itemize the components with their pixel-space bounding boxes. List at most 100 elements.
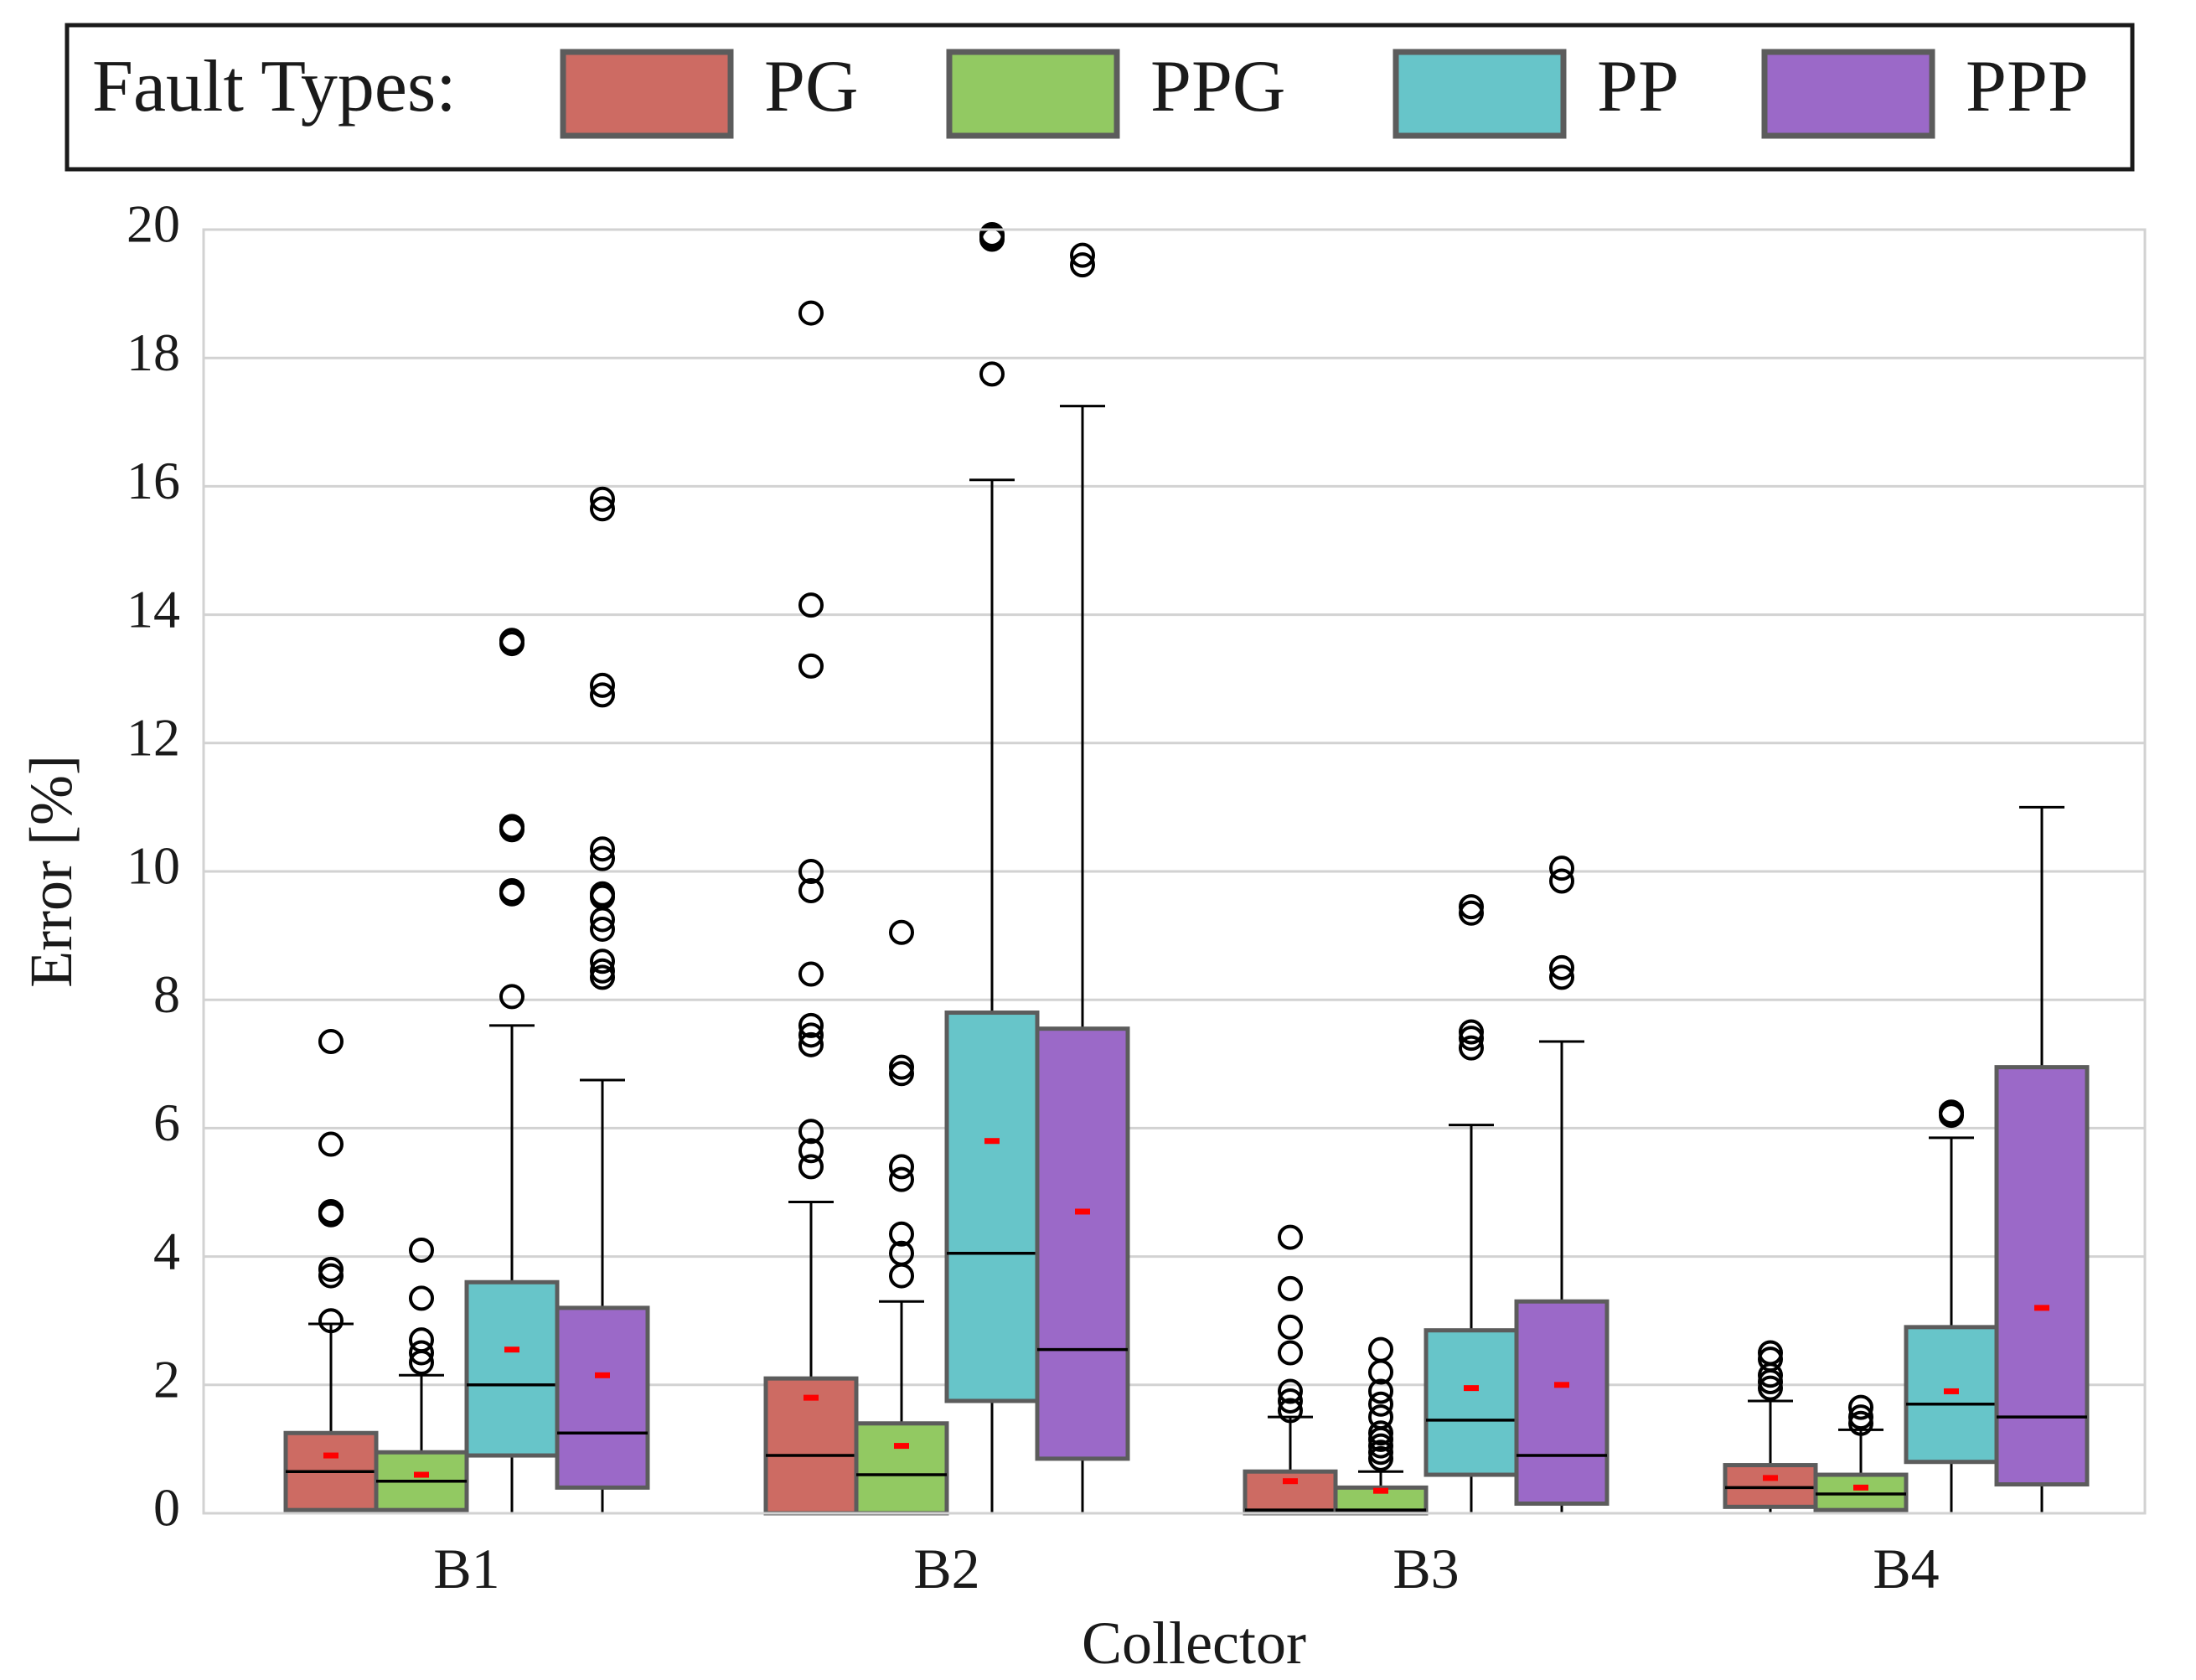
box-body: [854, 1421, 949, 1516]
mean-marker: [1283, 1478, 1298, 1485]
y-tick-label: 14: [127, 579, 180, 638]
outlier-point: [798, 1031, 824, 1057]
outlier-point: [1758, 1340, 1783, 1366]
outlier-point: [798, 1154, 824, 1180]
outlier-point: [1368, 1433, 1393, 1459]
outlier-point: [1549, 964, 1574, 990]
legend-label-ppp: PPP: [1966, 46, 2089, 127]
box-pp-b3: [1424, 894, 1519, 1515]
mean-marker: [984, 1138, 1000, 1145]
outlier-point: [798, 300, 824, 326]
outlier-point: [499, 628, 524, 654]
y-tick-label: 20: [127, 194, 180, 254]
box-body: [1994, 1065, 2090, 1487]
outlier-point: [318, 1028, 344, 1054]
series-ppp: [555, 242, 2090, 1515]
y-tick-label: 10: [127, 836, 180, 896]
series-ppg: [374, 919, 1909, 1516]
outlier-point: [499, 984, 524, 1010]
outlier-point: [1368, 1420, 1393, 1446]
outlier-point: [1368, 1336, 1393, 1362]
outlier-point: [590, 486, 615, 512]
outlier-point: [590, 916, 615, 942]
series-pg: [283, 300, 1818, 1516]
outlier-point: [1549, 868, 1574, 894]
y-axis-title: Error [%]: [18, 755, 85, 988]
mean-marker: [414, 1471, 429, 1478]
outlier-point: [590, 682, 615, 708]
outlier-point: [1278, 1388, 1303, 1414]
outlier-point: [318, 1263, 344, 1289]
outlier-point: [590, 949, 615, 974]
mean-marker: [2034, 1305, 2049, 1311]
outlier-point: [409, 1340, 434, 1366]
box-pg-b1: [283, 1028, 379, 1515]
mean-marker: [1373, 1487, 1388, 1494]
y-tick-label: 12: [127, 707, 180, 767]
series-pp: [464, 222, 1999, 1515]
outlier-point: [590, 845, 615, 871]
outlier-point: [590, 958, 615, 984]
outlier-point: [889, 1221, 914, 1247]
outlier-point: [409, 1327, 434, 1353]
outlier-point: [889, 919, 914, 945]
outlier-point: [590, 964, 615, 990]
outlier-point: [318, 1256, 344, 1282]
outlier-point: [798, 653, 824, 679]
outlier-point: [1070, 252, 1095, 278]
box-pg-b2: [763, 300, 859, 1516]
box-body: [1813, 1472, 1909, 1512]
outlier-point: [590, 496, 615, 522]
box-ppp-b4: [1994, 805, 2090, 1515]
outlier-point: [1848, 1410, 1873, 1436]
outlier-point: [318, 1308, 344, 1334]
x-tick-label: B3: [1393, 1537, 1459, 1600]
outlier-point: [1278, 1378, 1303, 1404]
box-body: [1035, 1026, 1130, 1461]
outlier-point: [499, 877, 524, 903]
outlier-point: [1939, 1099, 1964, 1125]
y-axis-ticks: 0 2 4 6 8 10 12 14 16 18 20: [127, 194, 180, 1538]
outlier-point: [1278, 1314, 1303, 1340]
outlier-point: [409, 1285, 434, 1311]
outlier-point: [889, 1240, 914, 1266]
mean-marker: [894, 1443, 909, 1450]
outlier-point: [1848, 1404, 1873, 1430]
x-tick-label: B1: [433, 1537, 499, 1600]
legend-swatch-pp: [1393, 49, 1567, 139]
outlier-point: [798, 877, 824, 903]
y-tick-label: 2: [153, 1349, 180, 1409]
outlier-point: [1459, 1019, 1484, 1045]
outlier-point: [1848, 1394, 1873, 1420]
plot-area: [202, 222, 2147, 1516]
mean-marker: [1554, 1382, 1569, 1388]
legend-swatch-pg: [560, 49, 734, 139]
outlier-point: [318, 1198, 344, 1224]
outlier-point: [409, 1237, 434, 1263]
box-ppp-b3: [1514, 856, 1610, 1515]
box-body: [555, 1305, 650, 1490]
outlier-point: [1368, 1440, 1393, 1465]
outlier-point: [979, 361, 1005, 387]
outlier-point: [1459, 900, 1484, 926]
legend-title: Fault Types:: [92, 46, 457, 127]
outlier-point: [1368, 1378, 1393, 1404]
outlier-point: [1459, 1026, 1484, 1052]
legend-swatch-ppg: [946, 49, 1120, 139]
box-body: [1424, 1328, 1519, 1477]
x-tick-label: B4: [1873, 1537, 1939, 1600]
mean-marker: [1075, 1208, 1090, 1215]
mean-marker: [803, 1394, 819, 1401]
box-pp-b1: [464, 628, 560, 1515]
box-ppp-b2: [1035, 242, 1130, 1515]
outlier-point: [1368, 1391, 1393, 1417]
mean-marker: [1464, 1385, 1479, 1392]
outlier-point: [1368, 1445, 1393, 1471]
outlier-point: [798, 961, 824, 987]
legend: Fault Types: PG PPG PP PPP: [65, 23, 2135, 172]
outlier-point: [1549, 954, 1574, 980]
outlier-point: [1278, 1224, 1303, 1250]
outlier-point: [1459, 894, 1484, 920]
legend-entries: PG PPG PP PPP: [560, 46, 2089, 139]
y-tick-label: 0: [153, 1478, 180, 1538]
